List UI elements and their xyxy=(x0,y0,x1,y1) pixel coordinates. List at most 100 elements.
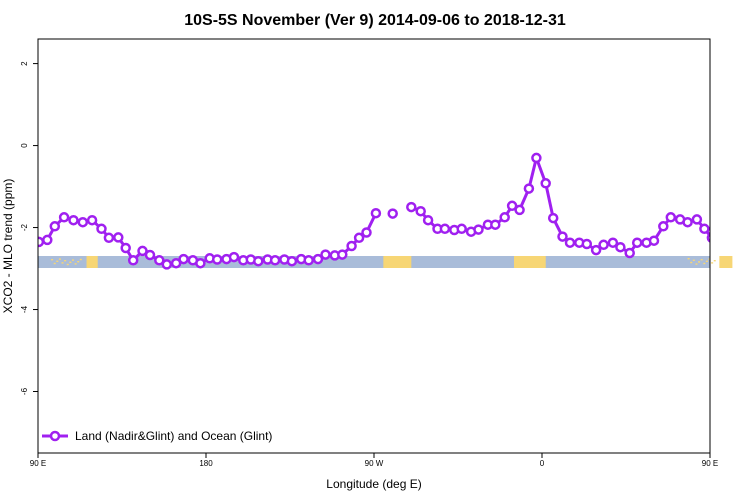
legend-label: Land (Nadir&Glint) and Ocean (Glint) xyxy=(75,429,272,443)
data-point xyxy=(531,152,542,164)
data-point xyxy=(506,200,518,212)
y-tick-label: -4 xyxy=(20,305,29,313)
data-point xyxy=(615,241,626,253)
land-speck xyxy=(690,261,693,264)
data-point xyxy=(137,245,148,257)
data-point xyxy=(286,255,298,267)
x-tick-label: 180 xyxy=(199,459,213,468)
land-speck xyxy=(79,258,82,261)
land-speck xyxy=(705,260,708,262)
data-point xyxy=(211,254,223,265)
land-speck xyxy=(51,259,54,261)
data-point xyxy=(648,235,660,246)
data-point xyxy=(665,212,677,223)
x-tick-label: 90 E xyxy=(30,459,46,468)
land-speck xyxy=(711,262,714,264)
series-line xyxy=(410,156,710,255)
data-point xyxy=(68,214,79,226)
data-point xyxy=(144,249,156,261)
land-speck xyxy=(74,263,77,265)
data-point xyxy=(732,256,740,264)
data-point xyxy=(742,247,750,255)
x-tick-label: 0 xyxy=(540,459,545,468)
y-tick-label: 2 xyxy=(20,61,29,66)
land-speck xyxy=(700,259,703,261)
chart-title: 10S-5S November (Ver 9) 2014-09-06 to 20… xyxy=(184,12,566,29)
data-point xyxy=(58,212,70,223)
data-point xyxy=(624,247,635,259)
data-point xyxy=(96,223,107,235)
data-point xyxy=(103,232,115,244)
data-point xyxy=(557,231,568,242)
land-speck xyxy=(703,262,706,265)
data-point xyxy=(422,214,434,226)
data-point xyxy=(303,255,314,266)
data-point xyxy=(346,240,357,252)
data-point xyxy=(228,251,240,263)
data-point xyxy=(195,257,206,269)
data-point xyxy=(170,257,182,269)
data-point xyxy=(699,223,710,235)
data-point xyxy=(725,244,733,252)
data-point xyxy=(514,204,525,216)
data-point xyxy=(320,249,331,260)
data-point xyxy=(253,255,264,267)
data-point xyxy=(658,221,669,232)
land-speck xyxy=(69,261,72,263)
data-point xyxy=(415,205,426,217)
ocean-band xyxy=(38,256,710,268)
data-point xyxy=(178,253,189,265)
data-point xyxy=(337,249,348,260)
data-point xyxy=(161,259,173,270)
data-point xyxy=(387,208,398,219)
data-point xyxy=(631,237,643,248)
land-speck xyxy=(64,260,67,262)
land-speck xyxy=(687,258,690,260)
data-point xyxy=(127,255,139,266)
data-point xyxy=(456,223,467,235)
land-speck xyxy=(56,260,59,262)
land-speck xyxy=(58,258,61,260)
land-speck xyxy=(713,260,716,262)
data-point xyxy=(86,214,98,226)
data-point xyxy=(38,236,45,248)
land-speck xyxy=(61,262,64,264)
data-point xyxy=(473,224,484,235)
data-point xyxy=(42,234,53,246)
data-point xyxy=(49,221,61,232)
data-point xyxy=(717,233,725,241)
data-point xyxy=(706,232,710,243)
legend: Land (Nadir&Glint) and Ocean (Glint) xyxy=(42,429,272,443)
plot-frame xyxy=(37,38,711,454)
land-speck xyxy=(53,262,56,265)
land-speck xyxy=(71,259,74,261)
y-tick-label: -6 xyxy=(20,387,29,395)
data-point xyxy=(269,255,281,266)
data-point xyxy=(590,244,602,256)
land-speck xyxy=(695,263,698,265)
data-point xyxy=(499,212,510,223)
land-speck xyxy=(698,261,701,263)
data-point xyxy=(682,216,693,228)
y-tick-label: -2 xyxy=(20,223,29,231)
land-speck xyxy=(66,263,69,266)
data-point xyxy=(439,223,451,235)
data-point xyxy=(523,183,535,194)
legend-marker-swatch xyxy=(49,430,61,442)
data-point xyxy=(581,238,593,250)
data-point xyxy=(406,201,417,213)
data-point xyxy=(564,237,576,248)
land-speck xyxy=(77,261,80,263)
y-tick-label: 0 xyxy=(20,143,29,148)
land-band xyxy=(514,256,546,268)
y-axis: 2 0 -2 -4 -6 xyxy=(20,61,38,395)
x-tick-label: 90 E xyxy=(702,459,718,468)
data-point xyxy=(691,214,703,225)
land-speck xyxy=(692,259,695,261)
y-axis-label: XCO2 - MLO trend (ppm) xyxy=(1,179,15,314)
data-point xyxy=(490,219,501,230)
data-point xyxy=(113,232,124,243)
data-point xyxy=(77,216,89,228)
series-layer xyxy=(38,152,750,270)
